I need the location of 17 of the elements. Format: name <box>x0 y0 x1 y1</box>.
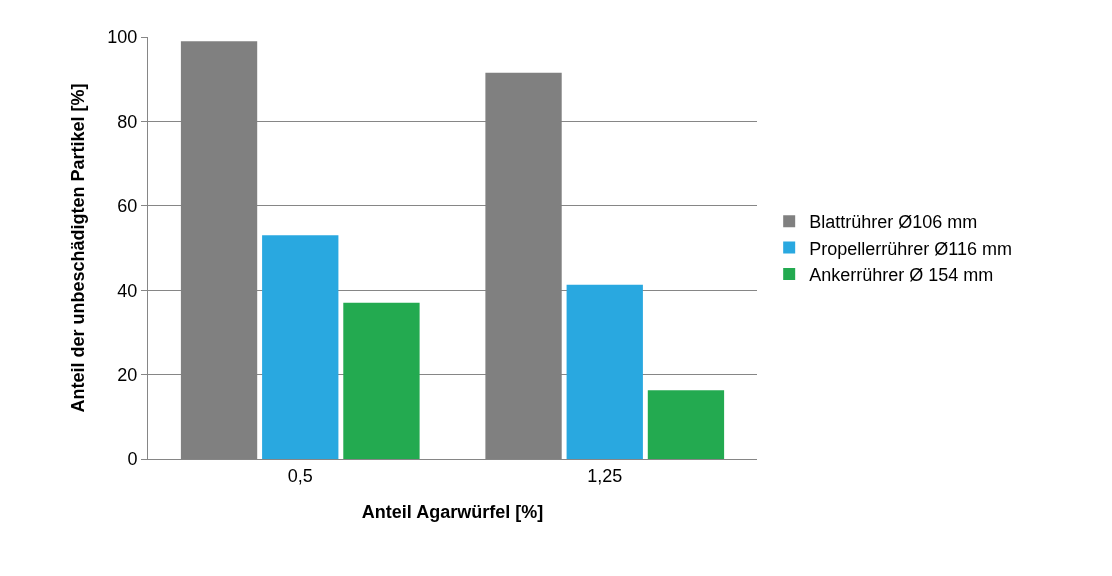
y-tick-label: 60 <box>117 196 138 217</box>
y-tick-label: 20 <box>117 364 138 385</box>
bar <box>262 235 339 459</box>
legend-label: Blattrührer Ø106 mm <box>809 212 978 233</box>
bar <box>647 390 725 459</box>
y-axis-title: Anteil der unbeschädigten Partikel [%] <box>67 83 88 413</box>
y-tick-label: 100 <box>107 27 138 48</box>
x-tick-label: 0,5 <box>287 465 313 486</box>
bar <box>343 302 420 459</box>
x-tick-label: 1,25 <box>587 465 623 486</box>
y-tick-label: 40 <box>117 280 138 301</box>
bar <box>566 284 643 459</box>
legend-label: Ankerrührer Ø 154 mm <box>809 265 994 286</box>
x-axis-title: Anteil Agarwürfel [%] <box>361 501 544 522</box>
y-tick-label: 0 <box>127 449 138 470</box>
legend-label: Propellerrührer Ø116 mm <box>809 238 1012 259</box>
y-tick-label: 80 <box>117 111 138 132</box>
